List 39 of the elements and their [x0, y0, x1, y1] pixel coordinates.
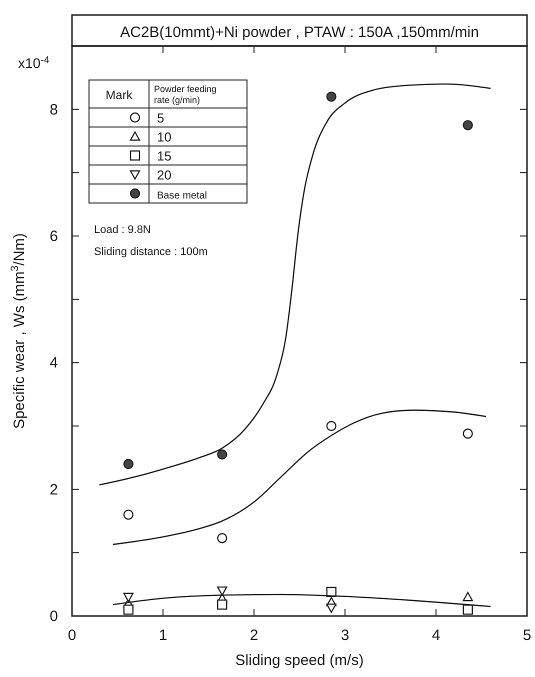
x-tick-label: 2: [250, 627, 258, 644]
x-tick-label: 0: [68, 627, 76, 644]
point: [462, 120, 473, 130]
point: [462, 592, 473, 602]
y-tick-label: 6: [50, 228, 58, 245]
point: [217, 586, 228, 596]
legend-label: 15: [157, 148, 172, 164]
x-tick-label: 3: [340, 627, 350, 644]
point: [326, 420, 336, 432]
point: [217, 533, 228, 544]
annotation: Mark: [106, 88, 134, 102]
point: [217, 600, 228, 610]
annotation: Load : 9.8N: [94, 224, 151, 236]
y-tick-label: 4: [50, 354, 58, 372]
point: [123, 510, 134, 520]
legend-label: 5: [157, 110, 164, 126]
line-series: [112, 410, 487, 546]
x-tick-label: 1: [158, 627, 168, 644]
x-tick-label: 5: [522, 627, 532, 644]
point: [326, 604, 336, 613]
point: [462, 428, 473, 439]
x-axis-title: Sliding speed (m/s): [235, 652, 364, 669]
chart-title: AC2B(10mmt)+Ni powder , PTAW : 150A ,150mm/min: [120, 24, 479, 41]
point: [123, 604, 134, 615]
point: [326, 92, 336, 102]
legend-label: 20: [157, 168, 172, 182]
y-tick-label: 8: [50, 101, 58, 118]
point: [462, 604, 473, 615]
legend-label: 10: [157, 130, 172, 144]
point: [217, 449, 228, 460]
legend-label: Base metal: [157, 190, 208, 202]
point: [123, 458, 134, 470]
x-tick-label: 4: [432, 627, 440, 644]
y-tick-label: 0: [50, 608, 58, 625]
legend-title: Powder feeding rate (g/min): [154, 84, 217, 105]
text: x10$^{-4}$: [18, 54, 50, 71]
y-tick-label: 2: [50, 481, 58, 498]
point: [123, 592, 134, 602]
annotation: Sliding distance : 100m: [94, 246, 208, 258]
